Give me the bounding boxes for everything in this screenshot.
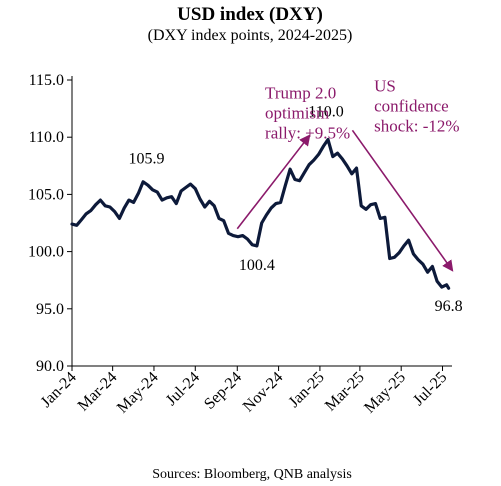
y-tick-label: 100.0 — [28, 244, 64, 261]
annotations-layer: 105.9 100.4 110.0 96.8 Trump 2.0 optimism rall… — [129, 76, 463, 315]
annotation-callout-4: Trump 2.0 optimism rally: +9.5% — [265, 83, 350, 142]
series-layer — [70, 137, 451, 290]
y-tick-label: 110.0 — [29, 129, 64, 146]
annotation-value-label: 110.0 — [308, 104, 343, 121]
annotation-arrow-1 — [351, 129, 454, 272]
annotation-value-label: 96.8 — [435, 298, 463, 315]
x-tick-label: Sep-24 — [201, 369, 245, 413]
annotation-callout-line: shock: -12% — [374, 116, 459, 135]
x-tick-label: Mar-25 — [322, 369, 368, 415]
annotation-callout-line: rally: +9.5% — [265, 123, 350, 142]
annotation-value-label: 100.4 — [239, 257, 275, 274]
x-tick-label: Jan-24 — [38, 369, 80, 411]
annotation-value-label: 105.9 — [129, 151, 165, 168]
annotation-arrow-0 — [236, 134, 311, 230]
x-tick-label: May-25 — [361, 369, 409, 417]
series-line-0 — [70, 137, 451, 290]
x-tick-label: Mar-24 — [75, 369, 121, 415]
source-note: Sources: Bloomberg, QNB analysis — [152, 467, 352, 482]
x-tick-label: May-24 — [114, 369, 162, 417]
y-tick-label: 90.0 — [36, 358, 64, 375]
y-tick-label: 95.0 — [36, 301, 64, 318]
chart-title: USD index (DXY) — [177, 4, 323, 25]
y-tick-label: 115.0 — [29, 72, 64, 89]
x-tick-label: Jan-25 — [286, 369, 328, 411]
annotation-callout-5: US confidence shock: -12% — [374, 76, 459, 135]
chart-subtitle: (DXY index points, 2024-2025) — [148, 27, 353, 44]
x-tick-label: Jul-25 — [410, 369, 450, 409]
annotation-callout-line: US — [374, 76, 396, 95]
annotation-arrows — [236, 129, 454, 272]
y-axis: 90.0 95.0 100.0 105.0 110.0 115.0 — [28, 72, 73, 375]
annotation-callout-line: optimism — [265, 103, 329, 122]
x-tick-label: Nov-24 — [240, 369, 287, 416]
annotation-callout-line: Trump 2.0 — [265, 83, 336, 102]
annotation-callout-line: confidence — [374, 96, 449, 115]
y-tick-label: 105.0 — [28, 186, 64, 203]
x-tick-label: Jul-24 — [163, 369, 203, 409]
